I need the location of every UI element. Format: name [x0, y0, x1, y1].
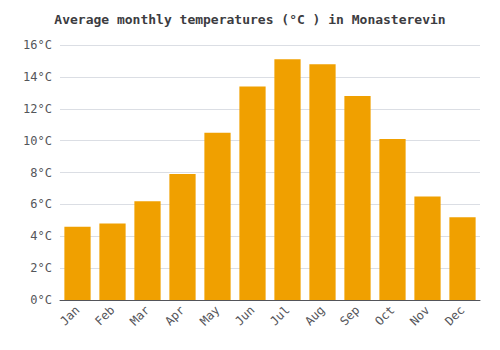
svg-text:16°C: 16°C [23, 38, 52, 52]
svg-text:8°C: 8°C [30, 166, 52, 180]
svg-text:0°C: 0°C [30, 293, 52, 307]
svg-text:10°C: 10°C [23, 134, 52, 148]
svg-text:12°C: 12°C [23, 102, 52, 116]
svg-text:Oct: Oct [372, 303, 397, 328]
svg-text:14°C: 14°C [23, 70, 52, 84]
svg-text:Average monthly temperatures (: Average monthly temperatures (°C ) in Mo… [54, 12, 445, 27]
svg-text:6°C: 6°C [30, 197, 52, 211]
svg-text:Aug: Aug [302, 303, 327, 328]
svg-text:Feb: Feb [92, 303, 117, 328]
svg-text:Jul: Jul [267, 303, 292, 328]
svg-text:2°C: 2°C [30, 261, 52, 275]
svg-text:Sep: Sep [337, 303, 362, 328]
svg-text:Jun: Jun [232, 303, 257, 328]
svg-text:Apr: Apr [162, 303, 187, 328]
svg-text:Mar: Mar [127, 303, 152, 328]
svg-text:May: May [197, 303, 222, 328]
svg-text:Nov: Nov [407, 303, 432, 328]
svg-text:4°C: 4°C [30, 229, 52, 243]
svg-text:Dec: Dec [442, 303, 467, 328]
svg-text:Jan: Jan [57, 303, 82, 328]
